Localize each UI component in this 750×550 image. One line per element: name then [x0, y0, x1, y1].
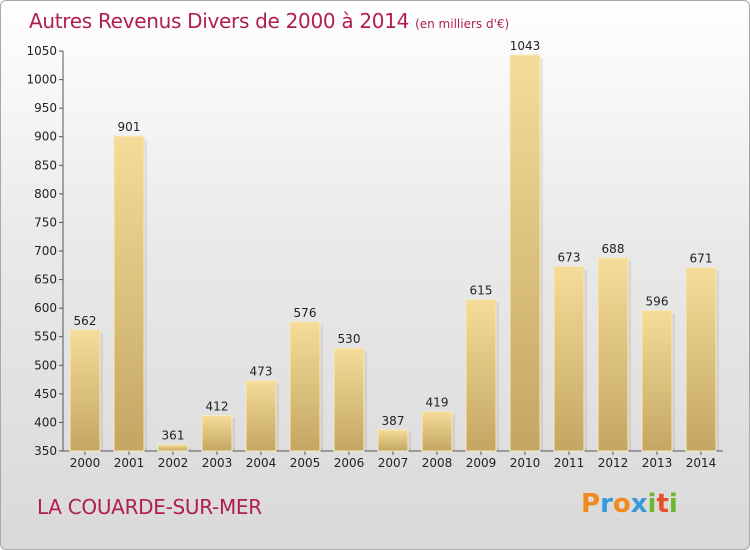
- bar-2009: [465, 299, 497, 452]
- proxiti-logo: Proxiti: [581, 489, 678, 519]
- x-tick-label-2013: 2013: [642, 456, 673, 470]
- y-tick-label: 700: [34, 244, 57, 258]
- bar-2011: [553, 265, 585, 452]
- bar-2010: [509, 54, 541, 452]
- value-label-2001: 901: [118, 120, 141, 134]
- labels: 562 2000 901 2001 361 2002 412 2003 473 2004 576 20…: [70, 39, 717, 470]
- bar-2004: [245, 380, 277, 452]
- logo-letter: t: [656, 489, 669, 519]
- x-tick-label-2014: 2014: [686, 456, 717, 470]
- bar-2008: [421, 411, 453, 452]
- y-tick-label: 800: [34, 187, 57, 201]
- logo-letter: i: [668, 489, 678, 519]
- value-label-2002: 361: [162, 429, 185, 443]
- bar-2012: [597, 257, 629, 452]
- bar-2002: [157, 444, 189, 452]
- y-tick-label: 1000: [26, 73, 57, 87]
- logo-letter: r: [600, 489, 613, 519]
- value-label-2009: 615: [470, 284, 493, 298]
- y-tick-label: 450: [34, 387, 57, 401]
- x-tick-label-2007: 2007: [378, 456, 409, 470]
- logo-letter: x: [630, 489, 648, 519]
- place-name: LA COUARDE-SUR-MER: [37, 495, 262, 519]
- bars: [69, 54, 719, 452]
- bar-2000: [69, 329, 101, 452]
- y-tick-label: 500: [34, 358, 57, 372]
- y-tick-label: 900: [34, 130, 57, 144]
- x-tick-label-2002: 2002: [158, 456, 189, 470]
- x-tick-label-2001: 2001: [114, 456, 145, 470]
- bar-2006: [333, 347, 365, 452]
- bar-2014: [685, 267, 717, 452]
- y-tick-label: 350: [34, 444, 57, 458]
- x-tick-label-2005: 2005: [290, 456, 321, 470]
- value-label-2006: 530: [338, 332, 361, 346]
- bar-2003: [201, 415, 233, 452]
- logo-letter: P: [581, 489, 601, 519]
- value-label-2004: 473: [250, 365, 273, 379]
- y-tick-label: 1050: [26, 44, 57, 58]
- y-tick-label: 650: [34, 273, 57, 287]
- y-tick-label: 850: [34, 158, 57, 172]
- value-label-2003: 412: [206, 400, 229, 414]
- chart-title-text: Autres Revenus Divers de 2000 à 2014: [29, 9, 410, 33]
- chart-subtitle: (en milliers d'€): [415, 17, 510, 31]
- y-tick-label: 750: [34, 215, 57, 229]
- value-label-2007: 387: [382, 414, 405, 428]
- bar-2001: [113, 135, 145, 452]
- value-label-2011: 673: [558, 250, 581, 264]
- value-label-2013: 596: [646, 294, 669, 308]
- x-tick-label-2011: 2011: [554, 456, 585, 470]
- x-tick-label-2012: 2012: [598, 456, 629, 470]
- axes: 350 400 450 500 550 600 650 700 750 800 850 900 950 1…: [26, 44, 723, 458]
- x-tick-label-2010: 2010: [510, 456, 541, 470]
- y-tick-label: 600: [34, 301, 57, 315]
- bar-2005: [289, 321, 321, 452]
- x-tick-label-2000: 2000: [70, 456, 101, 470]
- y-tick-label: 550: [34, 330, 57, 344]
- value-label-2012: 688: [602, 242, 625, 256]
- logo-letter: i: [647, 489, 657, 519]
- chart-title: Autres Revenus Divers de 2000 à 2014 (en …: [29, 9, 509, 33]
- y-tick-label: 400: [34, 415, 57, 429]
- x-tick-label-2009: 2009: [466, 456, 497, 470]
- bar-2013: [641, 309, 673, 452]
- x-tick-label-2004: 2004: [246, 456, 277, 470]
- logo-letter: o: [612, 489, 631, 519]
- x-tick-label-2008: 2008: [422, 456, 453, 470]
- value-label-2010: 1043: [510, 39, 541, 53]
- value-label-2000: 562: [74, 314, 97, 328]
- bar-2007: [377, 429, 409, 452]
- x-tick-label-2006: 2006: [334, 456, 365, 470]
- value-label-2005: 576: [294, 306, 317, 320]
- value-label-2014: 671: [690, 252, 713, 266]
- y-tick-label: 950: [34, 101, 57, 115]
- value-label-2008: 419: [426, 396, 449, 410]
- x-tick-label-2003: 2003: [202, 456, 233, 470]
